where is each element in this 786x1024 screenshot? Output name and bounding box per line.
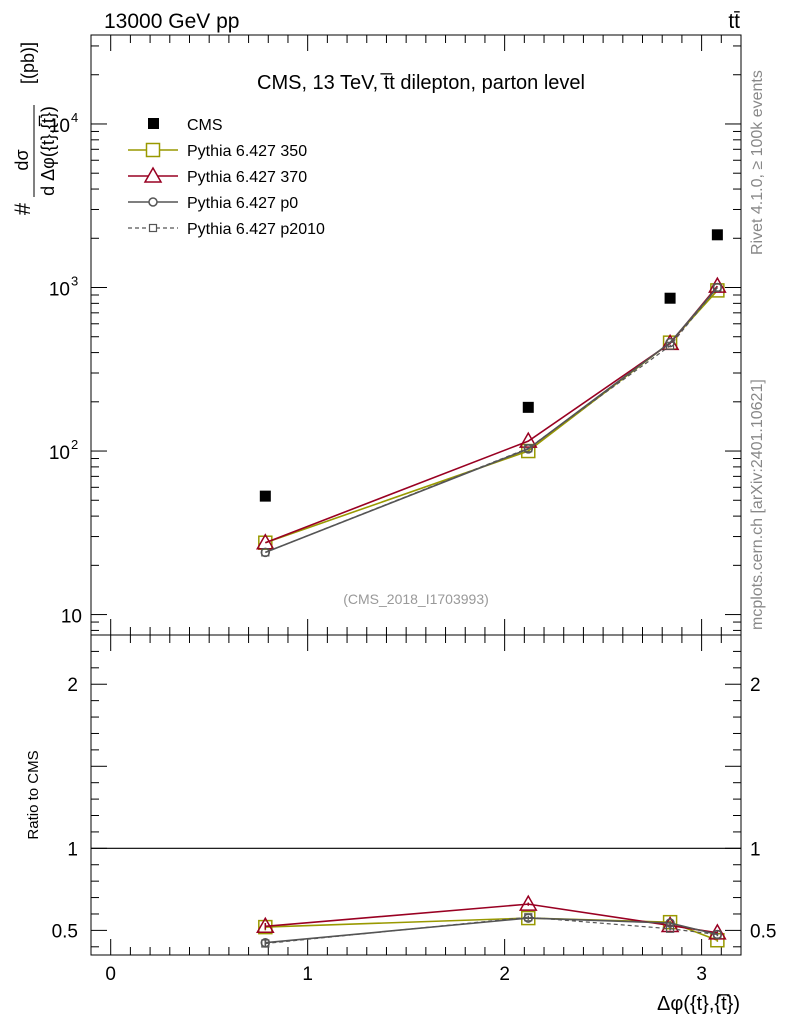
ratio-point-p2010 (665, 924, 675, 933)
side-text-upper: Rivet 4.1.0, ≥ 100k events (749, 70, 766, 255)
main-point-p370 (518, 431, 538, 448)
main-point-cms (664, 292, 676, 304)
main-point-p2010 (713, 283, 722, 292)
x-tick-label: 2 (499, 964, 510, 985)
main-series-layer (256, 229, 727, 558)
ratio-panel-frame (90, 634, 742, 956)
ratio-ytick-label-right: 2 (750, 675, 761, 696)
ratio-point-p0 (665, 918, 675, 928)
ylabel-hash: # (10, 202, 35, 215)
ratio-ytick-label-right: 0.5 (750, 921, 776, 942)
legend-label-cms: CMS (187, 117, 223, 134)
ylabel-numerator: dσ (12, 149, 32, 170)
main-point-p2010 (261, 548, 270, 557)
legend-marker-p2010 (148, 223, 158, 233)
main-title: CMS, 13 TeV, t̅t dilepton, parton level (257, 72, 585, 94)
main-ytick-exponent: 2 (71, 437, 78, 452)
ylabel-denominator: d Δφ({t},{t̅}) (38, 106, 58, 196)
side-text-lower: mcplots.cern.ch [arXiv:2401.10621] (749, 379, 766, 630)
main-line-p0 (265, 286, 718, 554)
legend-label-p0: Pythia 6.427 p0 (187, 195, 298, 212)
legend-marker-cms (148, 118, 159, 129)
ratio-ytick-label-left: 0.5 (52, 921, 78, 942)
ratio-ylabel: Ratio to CMS (25, 750, 42, 839)
main-point-p370 (708, 276, 727, 293)
header-left: 13000 GeV pp (104, 10, 239, 33)
legend: CMS Pythia 6.427 350 Pythia 6.427 370 Py… (128, 117, 325, 238)
main-line-p350 (265, 289, 718, 544)
ratio-point-p370 (256, 916, 275, 934)
main-point-cms (259, 490, 271, 502)
watermark: (CMS_2018_I1703993) (343, 591, 489, 607)
legend-label-p350: Pythia 6.427 350 (187, 143, 307, 160)
legend-entry-p370: Pythia 6.427 370 (128, 166, 307, 186)
main-ytick-label: 10 (49, 116, 70, 137)
main-point-p2010 (524, 444, 533, 453)
ratio-point-p370 (518, 894, 538, 911)
legend-marker-p350 (145, 142, 161, 158)
ratio-point-p2010 (261, 939, 270, 948)
main-ytick-label: 10 (49, 280, 70, 301)
ratio-line-p2010 (265, 916, 718, 945)
main-ytick-exponent: 4 (71, 110, 78, 125)
legend-entry-cms: CMS (148, 117, 223, 134)
main-point-cms (522, 401, 534, 413)
ratio-line-p0 (265, 917, 718, 944)
ratio-series-layer (256, 894, 727, 948)
ratio-ytick-label-left: 1 (67, 839, 78, 860)
ylabel-unit: [(pb)] (18, 42, 38, 84)
ratio-point-p2010 (524, 913, 533, 922)
legend-entry-p2010: Pythia 6.427 p2010 (128, 221, 325, 238)
x-tick-label: 3 (696, 964, 707, 985)
legend-marker-p0 (148, 197, 158, 207)
legend-label-p370: Pythia 6.427 370 (187, 169, 307, 186)
main-line-p2010 (265, 287, 718, 553)
ratio-line-p370 (265, 903, 718, 934)
legend-entry-p0: Pythia 6.427 p0 (128, 195, 298, 212)
ratio-point-p350 (258, 919, 273, 935)
main-ylabel: # dσ d Δφ({t},{t̅}) [(pb)] (10, 42, 58, 215)
main-line-p370 (265, 285, 718, 544)
main-ytick-label: 10 (61, 607, 82, 628)
ratio-axis-ticks: 0.5 0.5 1 1 2 2 0 1 2 3 (52, 634, 776, 985)
x-tick-label: 0 (105, 964, 116, 985)
header-right: tt̄ (728, 10, 740, 33)
ratio-point-p2010 (713, 930, 722, 939)
legend-entry-p350: Pythia 6.427 350 (128, 142, 307, 160)
main-point-cms (711, 229, 723, 241)
x-tick-label: 1 (302, 964, 313, 985)
legend-label-p2010: Pythia 6.427 p2010 (187, 221, 325, 238)
main-ytick-label: 10 (49, 443, 70, 464)
legend-marker-p370 (143, 166, 163, 183)
ratio-ytick-label-left: 2 (67, 675, 78, 696)
ratio-ytick-label-right: 1 (750, 839, 761, 860)
x-axis-label: Δφ({t},{t̅}) (657, 993, 740, 1015)
main-ytick-exponent: 3 (71, 274, 78, 289)
main-point-p2010 (665, 341, 675, 350)
